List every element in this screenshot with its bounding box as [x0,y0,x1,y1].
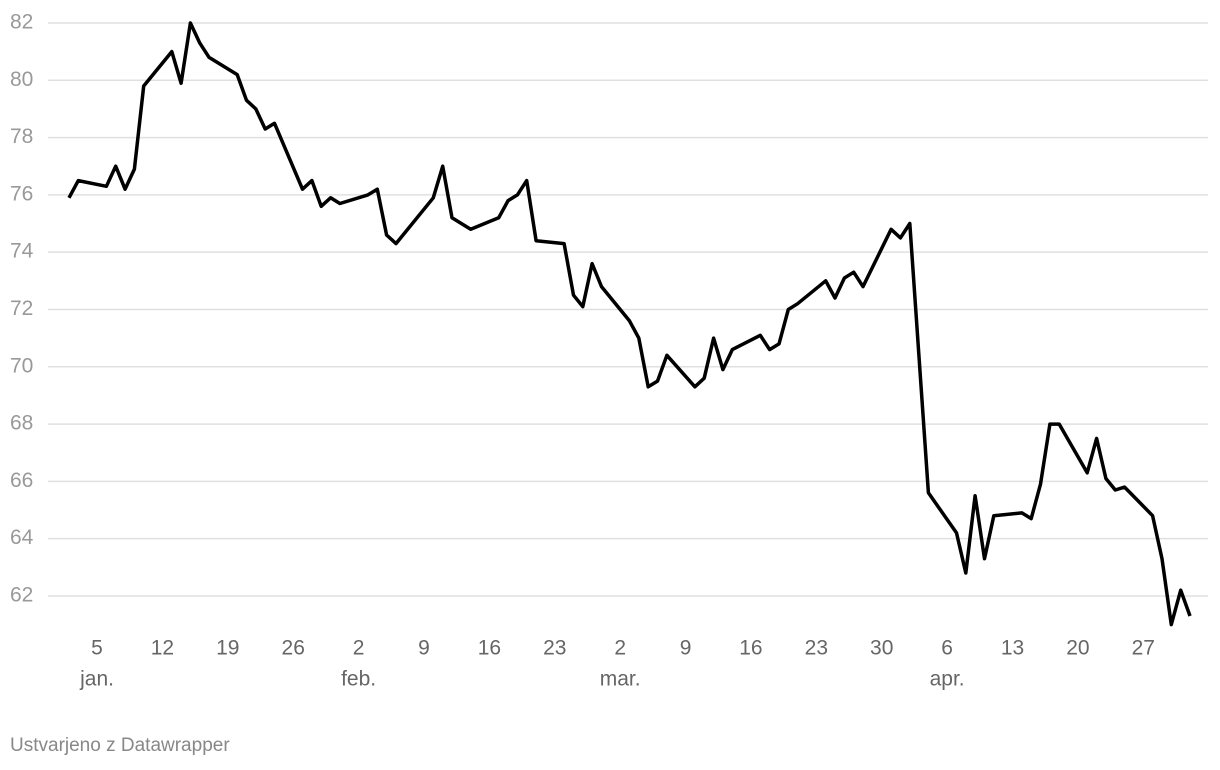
x-tick-label: 16 [478,637,501,660]
x-tick-label: 16 [739,637,762,660]
y-tick-label: 68 [10,412,33,435]
x-tick-label: 5 [91,637,103,660]
x-tick-label: 2 [353,637,365,660]
x-tick-label: 9 [418,637,430,660]
month-label: feb. [341,668,376,691]
y-tick-label: 74 [10,240,34,263]
line [67,21,1192,627]
credit: Ustvarjeno z Datawrapper [10,735,230,756]
y-tick-label: 80 [10,68,33,91]
y-tick-label: 64 [10,526,34,549]
x-tick-label: 6 [941,637,953,660]
month-label: jan. [79,668,114,691]
x-tick-label: 20 [1066,637,1089,660]
x-tick-label: 30 [870,637,893,660]
month-label: mar. [600,668,641,691]
x-tick-label: 23 [805,637,828,660]
x-tick-label: 9 [680,637,692,660]
y-tick-label: 82 [10,11,33,34]
y-tick-label: 62 [10,583,33,606]
x-tick-label: 26 [282,637,305,660]
x-tick-label: 2 [614,637,626,660]
x-tick-label: 13 [1001,637,1024,660]
y-tick-label: 66 [10,469,33,492]
x-tick-label: 19 [216,637,239,660]
y-tick-label: 72 [10,297,33,320]
y-tick-label: 78 [10,125,33,148]
x-tick-label: 23 [543,637,566,660]
y-tick-label: 76 [10,182,33,205]
month-label: apr. [930,668,965,691]
x-tick-label: 27 [1132,637,1155,660]
y-tick-label: 70 [10,354,33,377]
x-tick-label: 12 [151,637,174,660]
